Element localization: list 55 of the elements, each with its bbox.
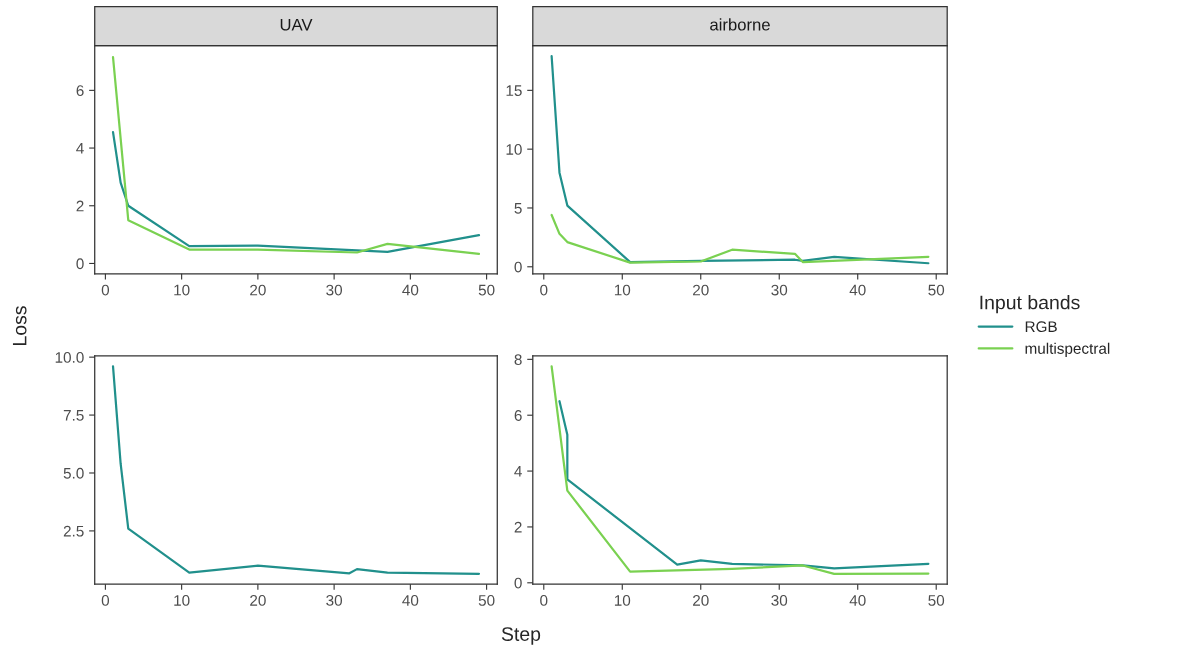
x-tick-label: 0 — [540, 284, 548, 296]
x-tick-label: 50 — [478, 284, 495, 296]
x-tick-label: 20 — [250, 284, 266, 296]
x-tick-label: 20 — [693, 284, 709, 296]
x-tick-label: 0 — [101, 595, 110, 606]
y-tick-label: 6 — [514, 410, 522, 421]
y-tick-label: 10 — [506, 144, 522, 155]
x-tick-label: 20 — [250, 595, 266, 606]
x-tick-label: 30 — [771, 284, 788, 296]
x-tick-label: 10 — [614, 595, 631, 606]
line-series — [111, 131, 481, 254]
y-tick-label: 4 — [514, 466, 522, 477]
x-tick-label: 30 — [326, 595, 343, 606]
chart-title: UAV — [280, 18, 313, 31]
y-tick-label: 5 — [514, 202, 522, 214]
y-tick-label: 6 — [76, 85, 84, 97]
x-tick-label: 0 — [101, 284, 110, 296]
y-tick-label: 5.0 — [63, 467, 84, 479]
y-tick-label: 8 — [514, 354, 522, 366]
y-tick-label: 2 — [76, 200, 84, 212]
x-tick-label: 40 — [849, 284, 866, 296]
x-tick-label: 10 — [174, 284, 190, 296]
x-axis-title: Step — [501, 627, 541, 645]
legend-title: Input bands — [980, 295, 1080, 314]
x-tick-label: 10 — [174, 595, 190, 606]
x-tick-label: 0 — [540, 595, 548, 606]
y-tick-label: 7.5 — [63, 410, 84, 421]
y-tick-label: 0 — [514, 577, 522, 589]
line-series — [111, 365, 481, 575]
x-tick-label: 40 — [849, 595, 866, 606]
line-series — [550, 213, 930, 264]
y-axis-title: Loss — [12, 306, 27, 345]
y-tick-label: 15 — [506, 85, 522, 97]
y-tick-label: 10.0 — [55, 352, 84, 363]
x-tick-label: 30 — [771, 595, 788, 606]
line-series — [558, 400, 930, 570]
y-tick-label: 2 — [514, 521, 522, 533]
y-tick-label: 0 — [76, 258, 84, 270]
line-series — [111, 56, 481, 256]
legend-label: multispectral — [1025, 342, 1110, 357]
chart-title: airborne — [710, 18, 770, 31]
x-tick-label: 40 — [402, 595, 419, 606]
x-tick-label: 10 — [614, 284, 631, 296]
y-tick-label: 4 — [76, 143, 84, 154]
y-tick-label: 2.5 — [63, 525, 84, 537]
line-series — [550, 365, 930, 575]
y-tick-label: 0 — [514, 261, 522, 273]
x-tick-label: 50 — [928, 284, 945, 296]
x-tick-label: 40 — [402, 284, 419, 296]
x-tick-label: 30 — [326, 284, 343, 296]
line-series — [550, 55, 930, 265]
legend-label: RGB — [1025, 321, 1057, 333]
x-tick-label: 20 — [693, 595, 709, 606]
x-tick-label: 50 — [478, 595, 495, 606]
x-tick-label: 50 — [928, 595, 945, 606]
